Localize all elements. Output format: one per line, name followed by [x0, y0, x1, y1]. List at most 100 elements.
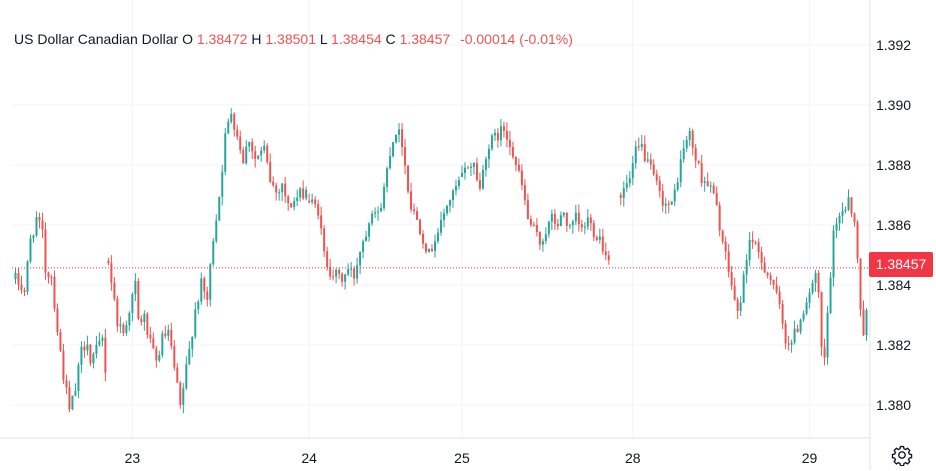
candle-body: [670, 201, 673, 205]
candle-body: [359, 251, 362, 266]
candle-body: [41, 220, 44, 230]
candle-body: [35, 217, 38, 236]
candle-body: [799, 319, 802, 332]
candle-body: [634, 146, 637, 164]
candle-body: [194, 309, 197, 337]
y-tick-label: 1.388: [876, 157, 911, 173]
candle-body: [437, 232, 440, 242]
candle-body: [371, 213, 374, 224]
candle-body: [425, 243, 428, 252]
candle-body: [553, 213, 556, 224]
candle-body: [314, 199, 317, 205]
candle-body: [155, 348, 158, 361]
x-tick-label: 29: [802, 450, 818, 466]
candle-body: [440, 219, 442, 233]
candle-body: [835, 223, 838, 231]
candle-body: [514, 157, 517, 165]
candle-body: [589, 217, 592, 224]
candle-body: [209, 264, 212, 300]
candle-body: [520, 170, 523, 186]
candle-body: [673, 189, 676, 202]
candle-body: [188, 348, 191, 365]
candle-body: [700, 163, 703, 183]
candle-body: [176, 367, 179, 383]
candle-body: [823, 346, 826, 358]
settings-button[interactable]: [891, 444, 913, 467]
candle-body: [736, 299, 739, 311]
candle-body: [754, 242, 757, 244]
candle-body: [164, 333, 167, 336]
candle-body: [416, 211, 419, 220]
candle-body: [326, 251, 329, 267]
candle-body: [347, 269, 350, 275]
candle-body: [565, 212, 568, 226]
candle-body: [802, 313, 805, 320]
candle-body: [125, 325, 128, 334]
candle-body: [284, 183, 287, 197]
candle-body: [838, 215, 841, 224]
change-value: -0.00014 (-0.01%): [460, 31, 573, 47]
candle-body: [547, 221, 550, 235]
y-tick-label: 1.382: [876, 337, 911, 353]
candle-body: [119, 324, 122, 327]
last-price-badge: 1.38457: [869, 252, 933, 277]
symbol-name: US Dollar Canadian Dollar: [14, 31, 179, 47]
candle-body: [140, 318, 143, 322]
candle-body: [383, 186, 386, 208]
candle-body: [413, 209, 416, 212]
candle-body: [47, 272, 50, 277]
candle-body: [853, 213, 856, 223]
candle-body: [29, 238, 32, 262]
candle-body: [649, 159, 652, 165]
candle-body: [457, 180, 460, 187]
candle-body: [814, 272, 817, 284]
candle-body: [149, 334, 152, 339]
candle-body: [68, 387, 71, 410]
candle-body: [847, 197, 850, 210]
candle-body: [335, 269, 338, 277]
candle-body: [637, 146, 640, 148]
candle-body: [434, 241, 437, 251]
candle-body: [182, 388, 185, 405]
candle-body: [338, 269, 341, 274]
candle-body: [266, 145, 269, 162]
candle-body: [850, 197, 853, 214]
candle-body: [625, 183, 628, 188]
low-label: L: [319, 31, 328, 47]
candle-body: [197, 301, 200, 310]
ohlc-legend: US Dollar Canadian Dollar O 1.38472 H 1.…: [14, 31, 573, 47]
candle-body: [203, 278, 206, 292]
candle-body: [38, 217, 41, 221]
candle-body: [487, 148, 490, 160]
candle-body: [703, 181, 706, 183]
candle-body: [511, 147, 514, 158]
candle-body: [790, 342, 793, 345]
candle-body: [568, 225, 571, 227]
candle-body: [769, 275, 772, 281]
candle-body: [224, 133, 227, 172]
candle-body: [374, 212, 377, 214]
candle-body: [541, 241, 544, 245]
candle-body: [820, 292, 823, 347]
candle-body: [134, 280, 137, 295]
candle-body: [586, 217, 589, 227]
candle-body: [167, 329, 170, 336]
candle-body: [619, 195, 622, 198]
candle-body: [293, 201, 296, 208]
candle-body: [466, 167, 469, 169]
candle-body: [829, 277, 832, 314]
candle-body: [448, 200, 451, 206]
candle-body: [257, 155, 260, 159]
candle-body: [116, 298, 119, 327]
candle-body: [865, 310, 868, 336]
candle-body: [185, 364, 188, 389]
candle-body: [80, 346, 83, 365]
candle-body: [329, 266, 332, 277]
candle-body: [748, 239, 751, 261]
candle-body: [158, 355, 161, 361]
candle-body: [724, 241, 727, 252]
candle-body: [263, 145, 266, 151]
candle-body: [460, 172, 463, 177]
candle-body: [640, 143, 643, 148]
